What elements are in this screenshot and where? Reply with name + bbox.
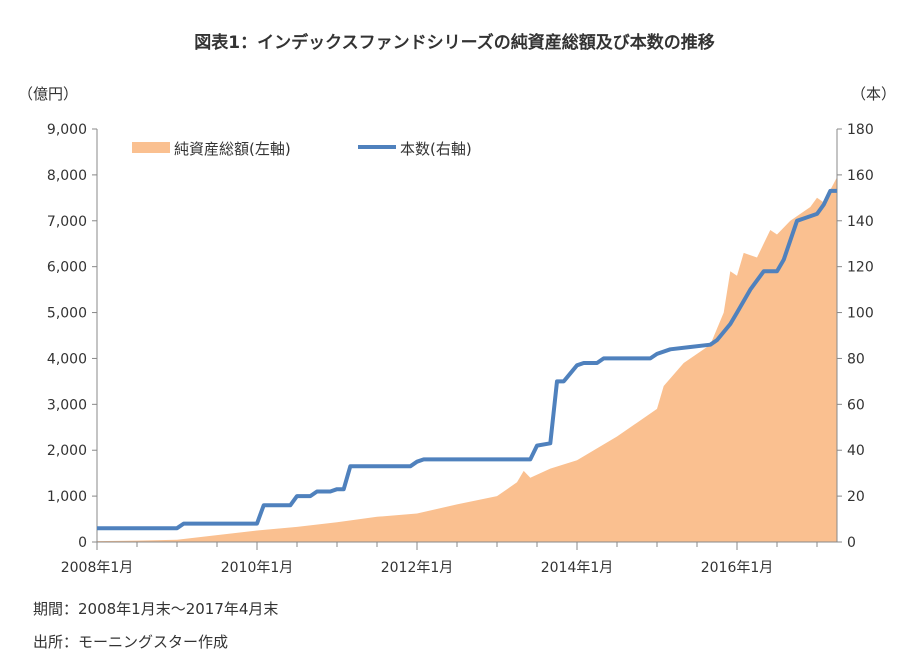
right-axis-tick-label: 120 [847,260,874,276]
axes-layer: 0 1,000 2,000 3,000 4,000 5,000 6,000 7,000 8,00… [47,122,874,576]
right-axis-tick-label: 40 [847,443,865,459]
x-axis-tick-label: 2012年1月 [381,560,454,576]
x-axis-tick-label: 2008年1月 [61,560,134,576]
right-axis-unit: （本） [851,85,896,103]
net-assets-area [97,177,837,542]
x-axis-tick-label: 2016年1月 [701,560,774,576]
chart-title: 図表1：インデックスファンドシリーズの純資産総額及び本数の推移 [194,33,715,53]
left-axis-tick-label: 7,000 [47,214,87,230]
left-axis-tick-label: 9,000 [47,122,87,138]
left-axis-tick-label: 6,000 [47,260,87,276]
right-axis-tick-label: 160 [847,168,874,184]
legend-label-fund-count: 本数(右軸) [400,140,472,158]
right-axis-tick-label: 60 [847,397,865,413]
legend: 純資産総額(左軸) 本数(右軸) [132,140,472,158]
x-axis-tick-label: 2014年1月 [541,560,614,576]
fund-count-line [97,188,837,531]
right-axis-tick-label: 0 [847,535,856,551]
left-axis-tick-label: 8,000 [47,168,87,184]
right-axis-tick-label: 100 [847,306,874,322]
net-assets-area-layer [97,177,837,542]
period-note: 期間：2008年1月末～2017年4月末 [33,600,279,618]
right-axis-tick-label: 180 [847,122,874,138]
left-axis-unit: （億円） [18,85,78,103]
legend-swatch-net-assets [132,142,170,153]
left-axis-tick-label: 4,000 [47,351,87,367]
right-axis-tick-label: 20 [847,489,865,505]
right-axis-tick-label: 140 [847,214,874,230]
left-axis-tick-label: 3,000 [47,397,87,413]
legend-label-net-assets: 純資産総額(左軸) [174,140,291,158]
source-note: 出所：モーニングスター作成 [33,633,229,651]
left-axis-tick-label: 1,000 [47,489,87,505]
left-axis-tick-label: 0 [78,535,87,551]
right-axis-tick-label: 80 [847,351,865,367]
left-axis-tick-label: 5,000 [47,306,87,322]
left-axis-tick-label: 2,000 [47,443,87,459]
x-axis-tick-label: 2010年1月 [221,560,294,576]
fund-count-line-layer [97,188,837,531]
